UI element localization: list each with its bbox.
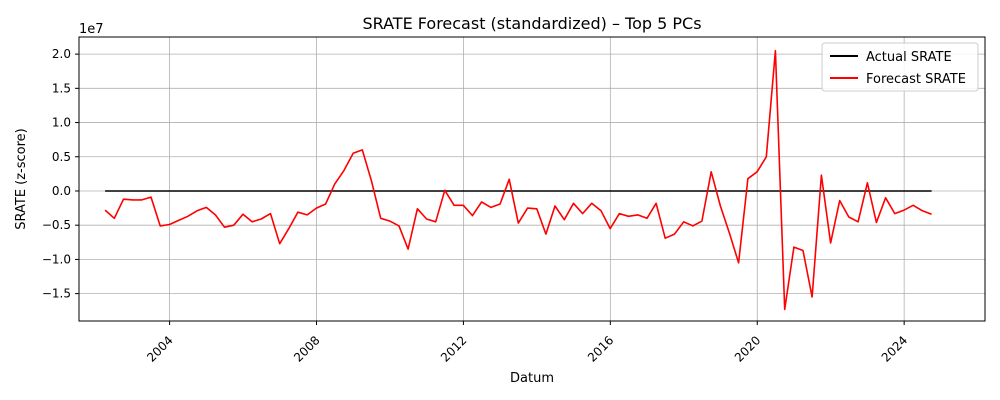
legend: Actual SRATE Forecast SRATE [821, 42, 979, 92]
y-tick-label: 0.0 [52, 184, 71, 198]
x-axis-label: Datum [510, 371, 554, 386]
legend-label-forecast: Forecast SRATE [866, 72, 966, 87]
chart-title: SRATE Forecast (standardized) – Top 5 PC… [362, 14, 701, 33]
y-tick-label: −1.5 [42, 287, 71, 301]
y-tick-label: 2.0 [52, 47, 71, 61]
y-tick-label: 1.0 [52, 116, 71, 130]
legend-label-actual: Actual SRATE [866, 50, 952, 65]
plot-frame [78, 36, 986, 322]
y-tick-label: 1.5 [52, 81, 71, 95]
series-lines [104, 49, 932, 311]
y-axis-label: SRATE (z-score) [14, 128, 29, 230]
y-tick-label: −1.0 [42, 252, 71, 266]
y-axis-scale-label: 1e7 [79, 22, 104, 37]
y-tick-label: −0.5 [42, 218, 71, 232]
series-line-forecast [104, 49, 932, 311]
y-axis-ticks: −1.5 −1.0 −0.5 0.0 0.5 1.0 1.5 2.0 [42, 47, 79, 301]
y-tick-label: 0.5 [52, 150, 71, 164]
legend-box [821, 42, 979, 92]
